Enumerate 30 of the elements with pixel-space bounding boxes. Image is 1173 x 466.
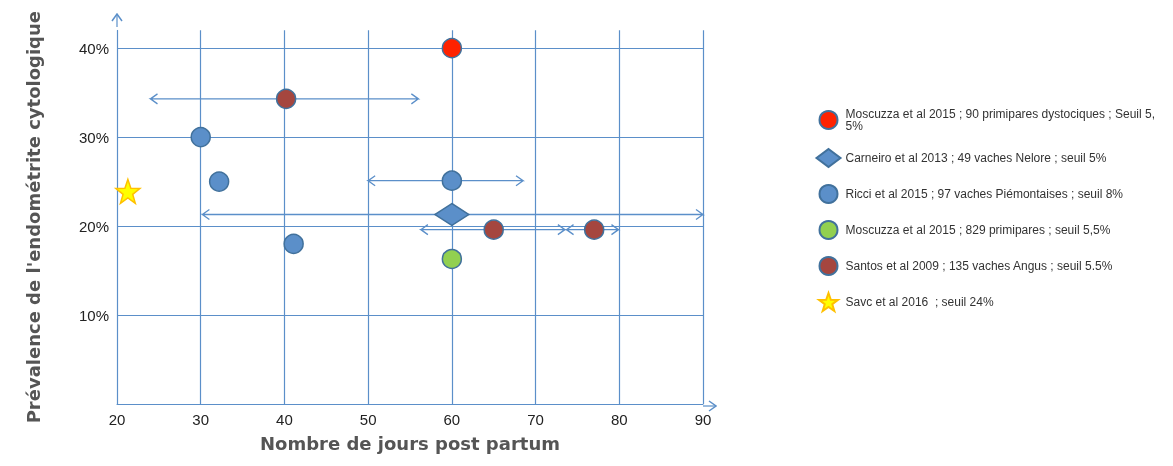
legend-label: Ricci et al 2015 ; 97 vaches Piémontaises ; seuil 8%: [845, 187, 1124, 201]
point: [190, 126, 211, 148]
point: [441, 248, 463, 270]
x-tick-label: 70: [527, 411, 544, 428]
point: [583, 219, 605, 240]
x-axis-title: Nombre de jours post partum: [260, 432, 560, 454]
y-axis-title: Prévalence de l'endométrite cytologique: [22, 11, 44, 424]
point: [441, 170, 463, 191]
point: [483, 219, 504, 240]
point: [441, 37, 463, 59]
y-tick-label: 30%: [78, 128, 109, 146]
x-tick-label: 50: [359, 411, 377, 428]
x-tick-label: 60: [443, 411, 461, 428]
legend-label: Moscuzza et al 2015 ; 829 primipares ; seuil 5,5%: [845, 223, 1111, 237]
x-tick-label: 40: [276, 411, 293, 428]
point: [275, 88, 297, 110]
y-tick-label: 20%: [78, 217, 109, 235]
legend-label: Moscuzza et al 2015 ; 90 primipares dystociques ; Seuil 5,5%: [845, 107, 1156, 133]
x-tick-label: 20: [108, 411, 126, 428]
x-tick-label: 80: [610, 411, 628, 428]
point: [283, 233, 304, 255]
x-tick-label: 30: [192, 411, 210, 428]
legend-label: Santos et al 2009 ; 135 vaches Angus ; seuil 5.5%: [845, 259, 1113, 273]
legend-label: Carneiro et al 2013 ; 49 vaches Nelore ; seuil 5%: [845, 151, 1107, 165]
point: [208, 171, 230, 192]
x-tick-label: 90: [694, 411, 712, 428]
point: [115, 178, 141, 205]
y-tick-label: 40%: [78, 39, 109, 57]
legend-label: Savc et al 2016 ; seuil 24%: [845, 295, 994, 309]
y-tick-label: 10%: [78, 306, 109, 324]
